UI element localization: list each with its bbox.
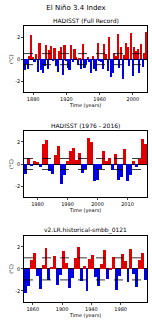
svg-text:1860: 1860: [26, 306, 39, 312]
svg-text:HADISST (1976 - 2016): HADISST (1976 - 2016): [51, 122, 120, 129]
svg-text:El Niño 3.4 Index: El Niño 3.4 Index: [46, 4, 105, 12]
svg-text:-2: -2: [15, 288, 20, 294]
svg-text:1960: 1960: [93, 96, 106, 102]
svg-text:1920: 1920: [60, 96, 73, 102]
svg-text:-2: -2: [15, 78, 20, 84]
svg-text:1880: 1880: [27, 96, 40, 102]
svg-text:1940: 1940: [85, 306, 98, 312]
svg-text:(°C): (°C): [8, 159, 14, 169]
svg-text:1980: 1980: [114, 306, 127, 312]
svg-text:2010: 2010: [121, 201, 134, 207]
svg-text:0: 0: [17, 56, 20, 62]
svg-text:2000: 2000: [127, 96, 140, 102]
svg-text:Time (years): Time (years): [69, 312, 102, 319]
svg-text:1980: 1980: [31, 201, 44, 207]
svg-text:-2: -2: [15, 183, 20, 189]
svg-text:0: 0: [17, 161, 20, 167]
svg-text:Time (years): Time (years): [69, 102, 102, 109]
svg-text:Time (years): Time (years): [69, 207, 102, 214]
svg-text:v2.LR.historical-smbb_0121: v2.LR.historical-smbb_0121: [44, 226, 127, 234]
svg-text:0: 0: [17, 266, 20, 272]
svg-text:1900: 1900: [56, 306, 69, 312]
svg-text:2: 2: [17, 244, 20, 250]
svg-text:(°C): (°C): [8, 54, 14, 64]
svg-text:2: 2: [17, 34, 20, 40]
svg-text:2: 2: [17, 139, 20, 145]
svg-text:2000: 2000: [91, 201, 104, 207]
svg-text:(°C): (°C): [8, 264, 14, 274]
svg-text:1990: 1990: [61, 201, 74, 207]
svg-text:HADISST (Full Record): HADISST (Full Record): [53, 17, 119, 24]
